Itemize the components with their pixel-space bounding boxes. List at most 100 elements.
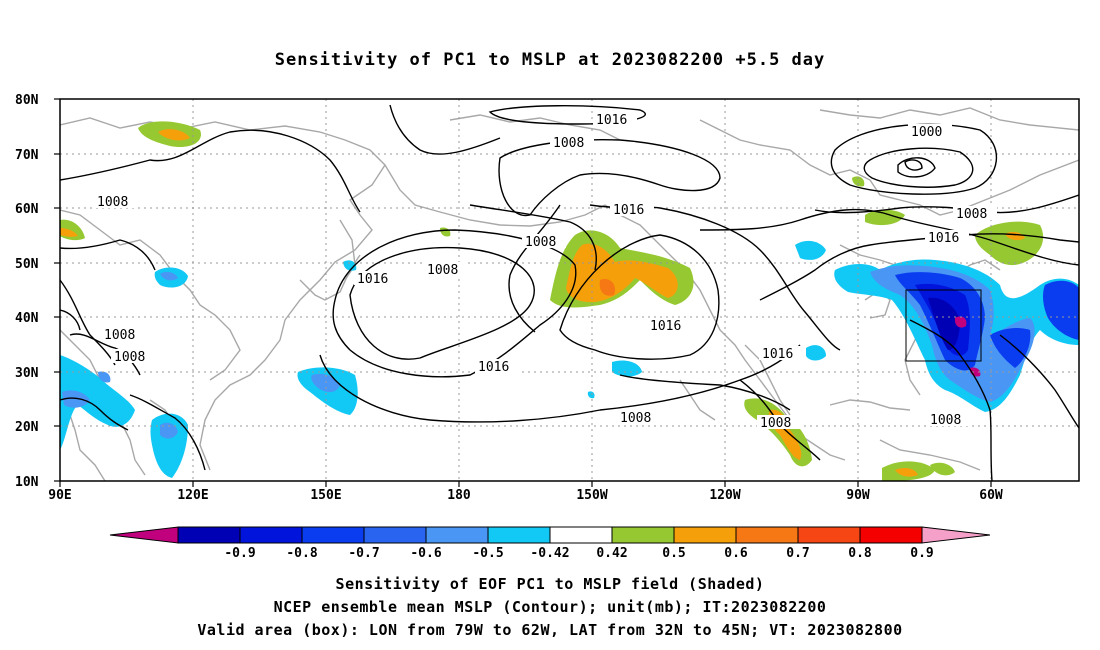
colorbar-tick-label: 0.6 — [724, 546, 748, 561]
lon-tick-label: 120E — [177, 488, 208, 503]
shade-negative — [160, 271, 178, 281]
contour-label: 1016 — [478, 360, 509, 375]
shade-negative — [954, 316, 967, 328]
colorbar-tick-label: 0.8 — [848, 546, 872, 561]
lon-tick-label: 90W — [846, 488, 870, 503]
shade-negative — [587, 391, 595, 399]
lat-tick-label: 60N — [15, 202, 39, 217]
contour-label: 1008 — [427, 263, 458, 278]
contour-label: 1016 — [762, 347, 793, 362]
map-frame — [59, 98, 1080, 482]
contour-label: 1008 — [525, 235, 556, 250]
shade-negative — [795, 240, 826, 260]
contour-label: 1008 — [760, 416, 791, 431]
colorbar-tick-label: -0.5 — [472, 546, 503, 561]
shade-positive — [60, 228, 78, 237]
shade-negative — [60, 355, 135, 450]
lon-tick-label: 60W — [979, 488, 1003, 503]
contour-label: 1008 — [956, 207, 987, 222]
colorbar-segment — [239, 526, 303, 544]
shade-positive — [975, 221, 1044, 266]
mslp-contours — [60, 104, 1079, 481]
shade-negative — [928, 297, 960, 350]
colorbar-segment — [301, 526, 365, 544]
contour-label: 1016 — [596, 113, 627, 128]
colorbar — [109, 526, 991, 544]
lon-tick-label: 150W — [576, 488, 607, 503]
contour-label: 1016 — [613, 203, 644, 218]
shade-positive — [158, 129, 190, 141]
shade-negative — [62, 390, 90, 408]
lat-tick-label: 40N — [15, 311, 39, 326]
contour-label: 1008 — [553, 136, 584, 151]
lon-tick-label: 120W — [709, 488, 740, 503]
colorbar-segment — [797, 526, 861, 544]
caption-valid-area: Valid area (box): LON from 79W to 62W, L… — [197, 621, 903, 639]
colorbar-tick-label: 0.9 — [910, 546, 933, 561]
lat-tick-label: 20N — [15, 420, 39, 435]
shade-positive — [895, 467, 918, 477]
shade-positive — [566, 243, 678, 303]
colorbar-segment — [735, 526, 799, 544]
contour-labels: 1016 1008 1000 1008 1016 1008 1016 1008 … — [94, 112, 997, 431]
colorbar-segment — [611, 526, 675, 544]
shade-negative — [160, 422, 178, 439]
contour-label: 1016 — [928, 231, 959, 246]
colorbar-segment — [177, 526, 241, 544]
colorbar-labels: -0.9 -0.8 -0.7 -0.6 -0.5 -0.42 0.42 0.5 0.6 0.7 0.… — [224, 546, 933, 561]
contour-label: 1000 — [911, 125, 942, 140]
contour-label: 1016 — [357, 272, 388, 287]
shade-positive — [930, 462, 955, 476]
colorbar-over-triangle — [921, 526, 991, 544]
lat-tick-label: 50N — [15, 257, 39, 272]
valid-area-box — [905, 289, 982, 362]
colorbar-tick-label: 0.42 — [596, 546, 627, 561]
contour-label: 1008 — [620, 411, 651, 426]
lat-tick-label: 80N — [15, 93, 39, 108]
colorbar-tick-label: -0.6 — [410, 546, 441, 561]
colorbar-under-triangle — [109, 526, 179, 544]
lon-tick-label: 150E — [310, 488, 341, 503]
colorbar-segment — [673, 526, 737, 544]
contour-label: 1008 — [930, 413, 961, 428]
colorbar-tick-label: -0.42 — [530, 546, 569, 561]
contour-label: 1016 — [650, 319, 681, 334]
graticule — [60, 99, 1079, 481]
lat-tick-label: 70N — [15, 148, 39, 163]
lat-tick-label: 10N — [15, 475, 39, 490]
map-title: Sensitivity of PC1 to MSLP at 2023082200… — [274, 50, 826, 70]
shade-negative — [806, 345, 826, 361]
colorbar-segment — [487, 526, 551, 544]
lon-labels: 90E 120E 150E 180 150W 120W 90W 60W — [48, 488, 1003, 503]
caption-contour: NCEP ensemble mean MSLP (Contour); unit(… — [273, 598, 827, 616]
colorbar-tick-label: -0.8 — [286, 546, 317, 561]
coastlines — [60, 107, 1079, 481]
lat-labels: 80N 70N 60N 50N 40N 30N 20N 10N — [15, 93, 39, 490]
shade-positive — [599, 279, 616, 296]
colorbar-tick-label: -0.7 — [348, 546, 379, 561]
colorbar-tick-label: 0.5 — [662, 546, 685, 561]
colorbar-segment — [363, 526, 427, 544]
shade-negative — [990, 327, 1031, 368]
shade-negative — [1043, 280, 1079, 340]
caption-shaded: Sensitivity of EOF PC1 to MSLP field (Sh… — [335, 575, 765, 593]
shade-negative — [343, 260, 357, 271]
sensitivity-shading — [60, 121, 1079, 481]
colorbar-segment — [859, 526, 923, 544]
shade-positive — [852, 176, 865, 187]
contour-label: 1008 — [114, 350, 145, 365]
shade-negative — [98, 371, 111, 383]
axis-ticks — [54, 98, 992, 487]
colorbar-segment — [549, 526, 613, 544]
lon-tick-label: 90E — [48, 488, 71, 503]
shade-negative — [150, 413, 188, 478]
lon-tick-label: 180 — [447, 488, 471, 503]
contour-label: 1008 — [97, 195, 128, 210]
colorbar-tick-label: 0.7 — [786, 546, 809, 561]
colorbar-segment — [425, 526, 489, 544]
contour-label: 1008 — [104, 328, 135, 343]
colorbar-tick-label: -0.9 — [224, 546, 255, 561]
shade-positive — [865, 209, 905, 226]
lat-tick-label: 30N — [15, 366, 39, 381]
